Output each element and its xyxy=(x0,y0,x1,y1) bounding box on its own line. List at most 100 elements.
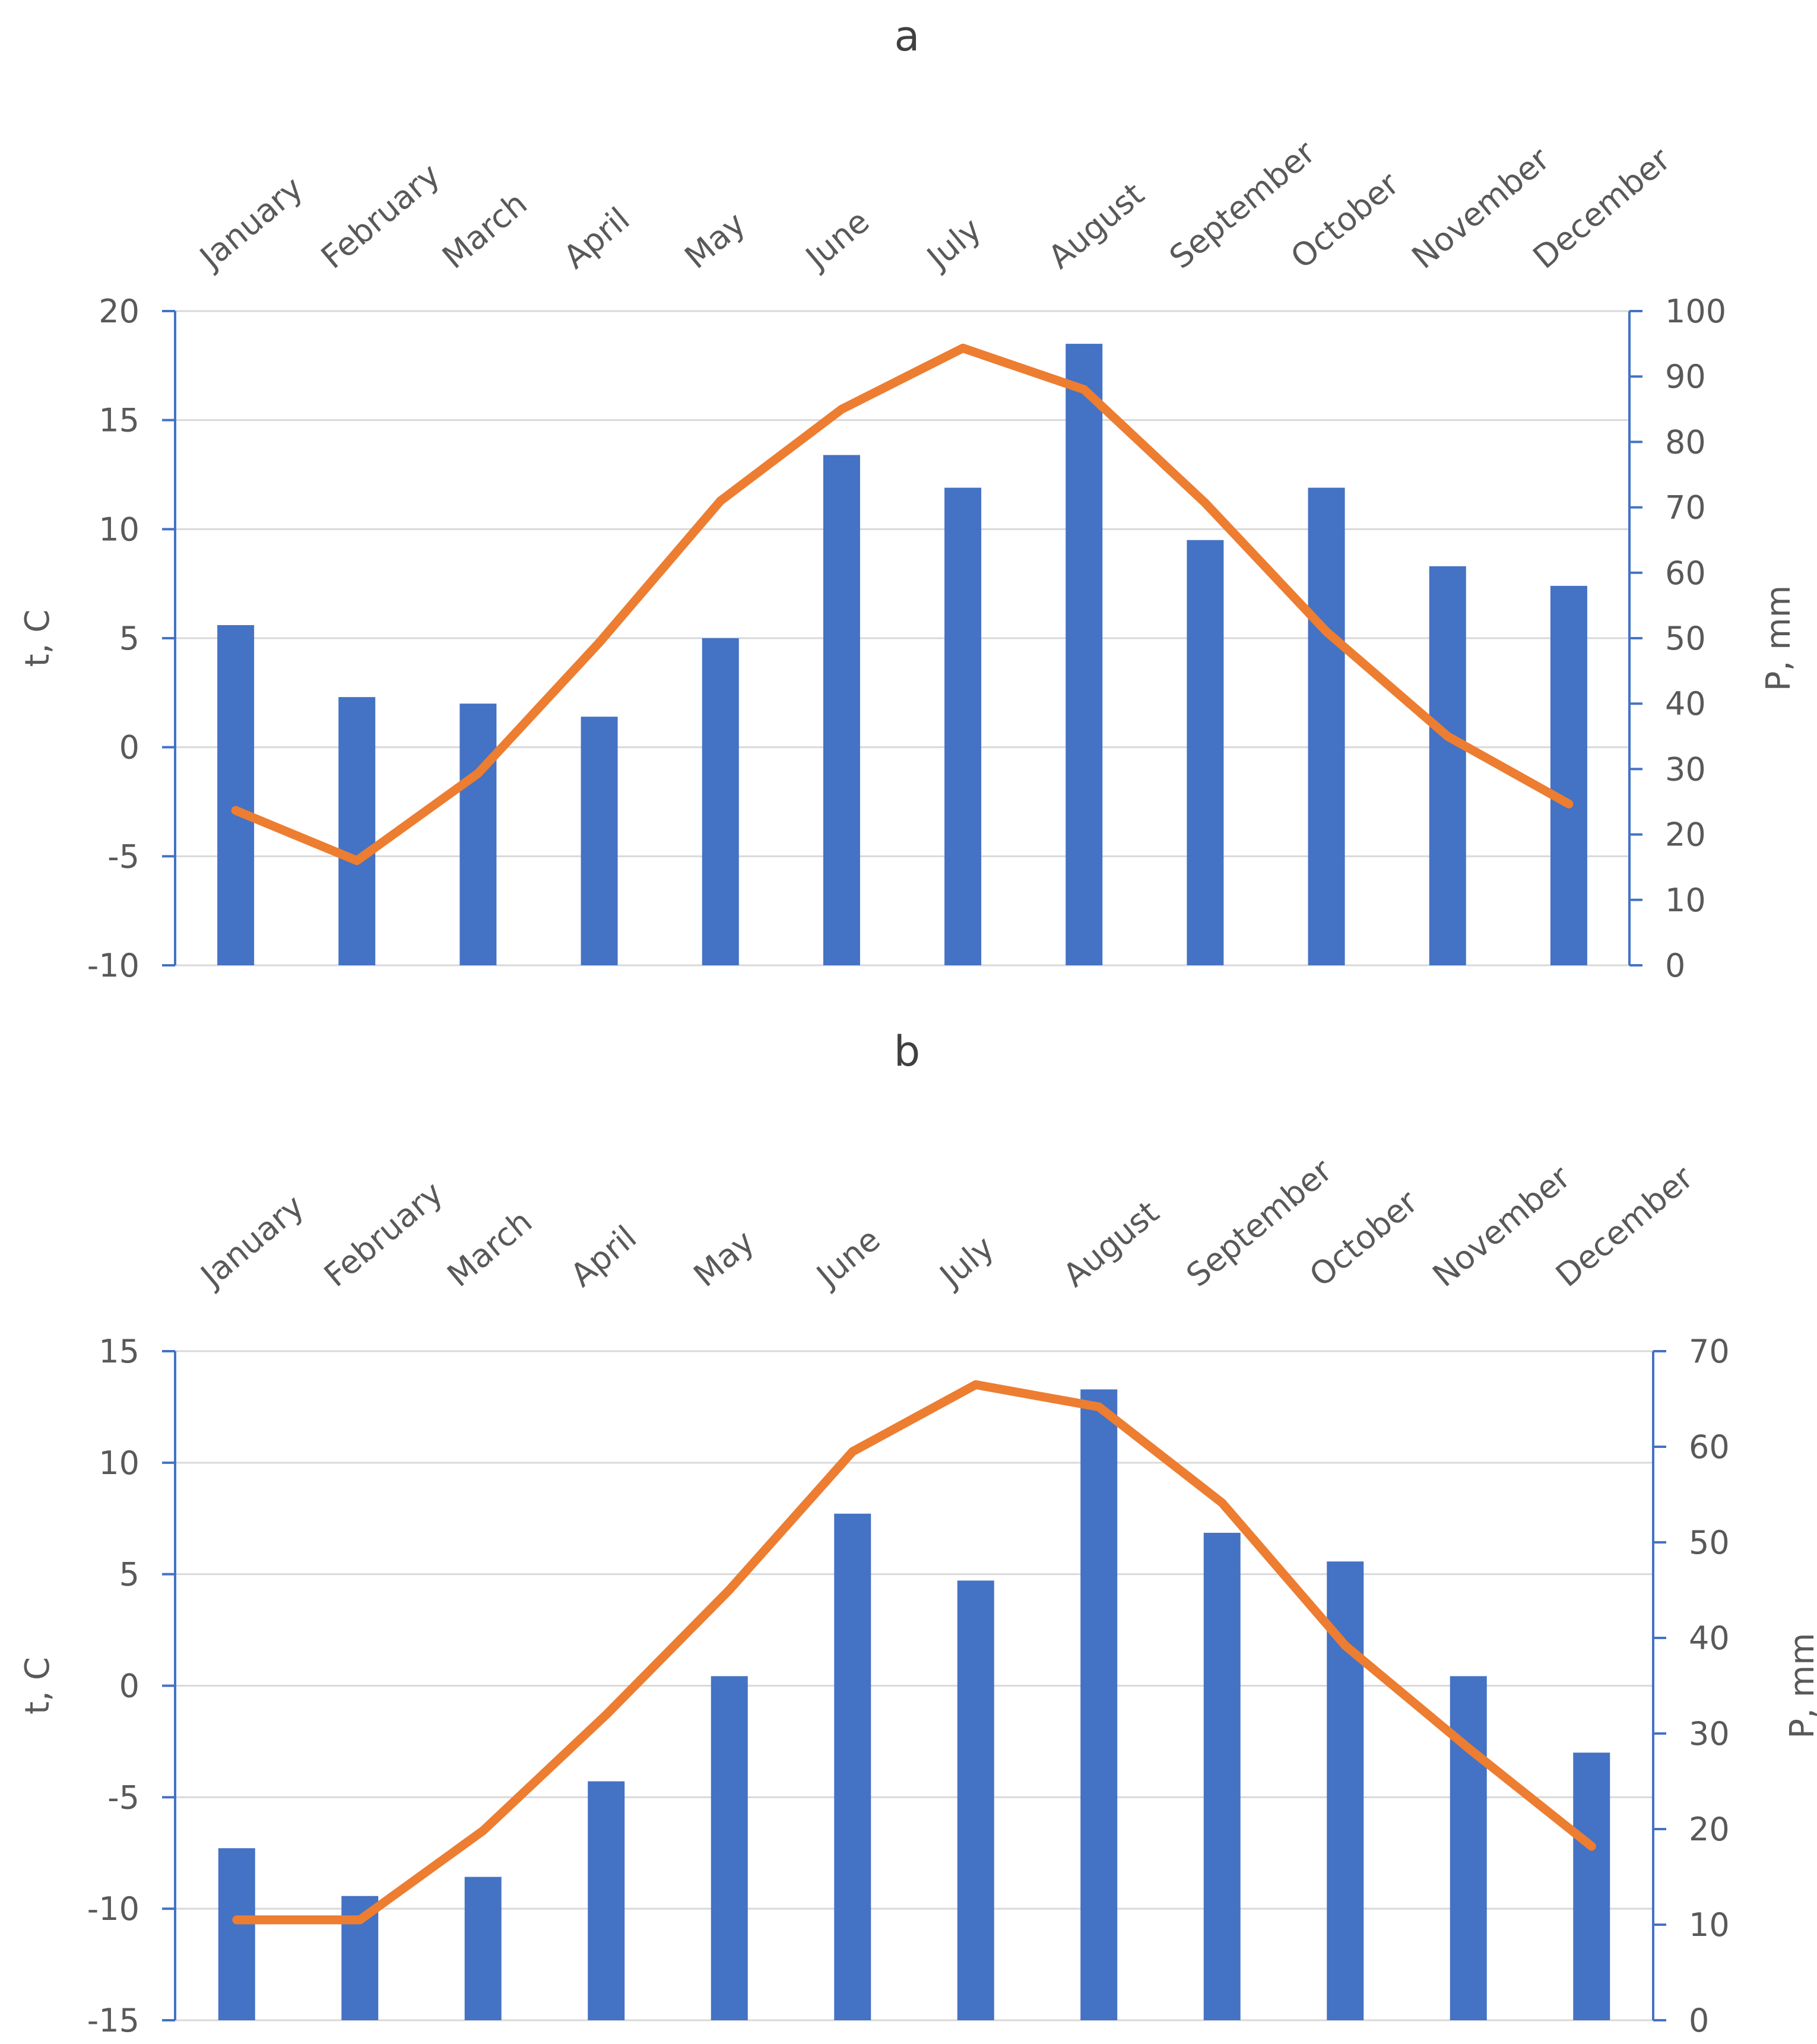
right-tick-label: 20 xyxy=(1665,816,1706,854)
precipitation-bar xyxy=(459,703,497,965)
precipitation-bar xyxy=(1450,1676,1487,2020)
precipitation-bar xyxy=(464,1877,502,2020)
category-label: December xyxy=(1549,1158,1701,1294)
right-tick-label: 10 xyxy=(1665,882,1706,919)
precipitation-bar xyxy=(711,1676,748,2020)
category-label: April xyxy=(556,200,636,276)
temperature-point xyxy=(1566,801,1571,807)
right-tick-label: 70 xyxy=(1689,1333,1730,1370)
temperature-line xyxy=(232,1380,1596,1925)
precipitation-bar xyxy=(338,697,376,965)
category-label: June xyxy=(808,1221,887,1295)
temperature-point xyxy=(1219,1500,1225,1506)
temperature-point xyxy=(480,1828,486,1833)
left-tick-label: -10 xyxy=(87,1890,139,1928)
right-tick-label: 30 xyxy=(1665,750,1706,788)
left-tick-label: 15 xyxy=(99,1333,139,1370)
category-label: June xyxy=(797,202,876,277)
category-label: July xyxy=(931,1228,1001,1295)
temperature-line xyxy=(231,343,1574,866)
temperature-point xyxy=(1324,629,1329,634)
category-label: March xyxy=(440,1203,540,1294)
temperature-point xyxy=(475,771,481,776)
precipitation-bar xyxy=(218,1848,255,2020)
right-tick-label: 60 xyxy=(1665,554,1706,592)
temperature-point xyxy=(960,346,966,351)
left-tick-label: -10 xyxy=(87,947,139,984)
left-tick-label: -5 xyxy=(107,1779,139,1816)
left-tick-label: -15 xyxy=(87,2002,139,2039)
right-tick-label: 90 xyxy=(1665,358,1706,395)
category-label: May xyxy=(687,1223,762,1294)
right-tick-label: 100 xyxy=(1665,293,1726,330)
left-tick-label: 0 xyxy=(119,1668,139,1705)
panel-title: b xyxy=(894,1027,920,1076)
category-label: July xyxy=(919,210,988,277)
temperature-point xyxy=(357,1917,363,1922)
left-tick-label: -5 xyxy=(107,838,139,875)
left-tick-label: 5 xyxy=(119,620,139,657)
y-axis-title-left: t, C xyxy=(18,610,57,667)
temperature-point xyxy=(727,1587,732,1592)
category-label: March xyxy=(435,185,534,276)
temperature-point xyxy=(233,808,239,813)
right-tick-label: 60 xyxy=(1689,1428,1730,1466)
temperature-point xyxy=(1466,1745,1471,1751)
precipitation-bar xyxy=(581,717,618,965)
precipitation-bar xyxy=(944,487,982,965)
right-tick-label: 80 xyxy=(1665,423,1706,461)
precipitation-bar xyxy=(957,1580,994,2020)
left-tick-label: 10 xyxy=(99,511,139,548)
right-tick-label: 20 xyxy=(1689,1811,1730,1848)
right-tick-label: 70 xyxy=(1665,489,1706,527)
left-tick-label: 0 xyxy=(119,729,139,766)
left-tick-label: 15 xyxy=(99,402,139,439)
right-tick-label: 40 xyxy=(1689,1620,1730,1657)
precipitation-bar xyxy=(1429,566,1466,965)
right-tick-label: 30 xyxy=(1689,1715,1730,1753)
precipitation-bar xyxy=(1308,487,1345,965)
precipitation-bar xyxy=(1573,1753,1610,2020)
precipitation-bar xyxy=(1066,344,1103,965)
temperature-point xyxy=(850,1449,855,1454)
precipitation-bar xyxy=(588,1781,625,2020)
category-label: August xyxy=(1056,1193,1166,1294)
temperature-point xyxy=(597,640,602,645)
right-tick-label: 0 xyxy=(1665,947,1685,984)
panel-title: a xyxy=(895,12,920,61)
temperature-point xyxy=(1096,1404,1102,1409)
category-label: August xyxy=(1041,175,1151,276)
chart-panel-b: b -15 -10 -5 0 5 10 15 0 10 20 30 40 50 60 70 t, C P, mm J… xyxy=(18,1027,1817,2039)
temperature-point xyxy=(234,1917,239,1922)
right-tick-label: 10 xyxy=(1689,1906,1730,1944)
temperature-point xyxy=(604,1712,609,1717)
right-tick-label: 40 xyxy=(1665,685,1706,722)
precipitation-bar xyxy=(823,455,860,965)
precipitation-bar xyxy=(217,625,255,965)
category-label: October xyxy=(1302,1183,1425,1294)
category-label: February xyxy=(317,1174,450,1294)
y-axis-title-right: P, mm xyxy=(1783,1633,1817,1738)
right-tick-label: 50 xyxy=(1665,620,1706,657)
temperature-point xyxy=(1082,387,1087,392)
right-tick-label: 50 xyxy=(1689,1524,1730,1561)
category-label: January xyxy=(192,1187,311,1295)
temperature-point xyxy=(718,498,723,503)
precipitation-bar xyxy=(834,1513,871,2020)
temperature-point xyxy=(1203,500,1208,506)
category-label: April xyxy=(563,1218,643,1294)
right-tick-label: 0 xyxy=(1689,2002,1709,2039)
category-label: October xyxy=(1283,164,1406,276)
category-label: January xyxy=(192,169,310,277)
precipitation-bar xyxy=(1187,540,1224,965)
precipitation-bar xyxy=(702,638,739,965)
y-axis-title-right: P, mm xyxy=(1759,585,1798,691)
temperature-point xyxy=(973,1382,978,1387)
left-tick-label: 20 xyxy=(99,293,139,330)
category-label: May xyxy=(678,205,753,276)
temperature-point xyxy=(354,858,360,863)
left-tick-label: 10 xyxy=(99,1444,139,1482)
temperature-point xyxy=(1589,1843,1594,1849)
precipitation-bar xyxy=(1080,1389,1118,2020)
